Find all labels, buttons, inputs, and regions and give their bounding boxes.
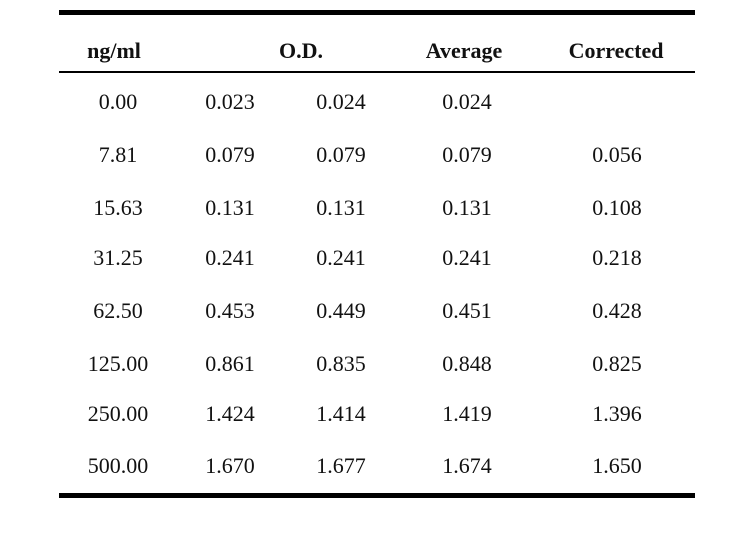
table-row: 500.00 1.670 1.677 1.674 1.650 [59, 451, 695, 481]
header-od: O.D. [279, 38, 323, 63]
cell-od1: 0.861 [205, 351, 255, 376]
data-table: ng/ml O.D. Average Corrected 0.00 0.023 … [59, 10, 695, 498]
cell-od2: 0.241 [316, 245, 366, 270]
cell-od2: 0.835 [316, 351, 366, 376]
table-row: 125.00 0.861 0.835 0.848 0.825 [59, 349, 695, 379]
cell-average: 1.674 [442, 453, 492, 478]
table-header-row: ng/ml O.D. Average Corrected [59, 15, 695, 71]
table-row: 0.00 0.023 0.024 0.024 [59, 87, 695, 117]
cell-corrected: 1.650 [592, 453, 642, 478]
table-row: 7.81 0.079 0.079 0.079 0.056 [59, 140, 695, 170]
cell-od1: 0.023 [205, 89, 255, 114]
cell-od1: 0.079 [205, 142, 255, 167]
cell-od1: 0.131 [205, 195, 255, 220]
table-top-rule [59, 10, 695, 15]
cell-average: 0.848 [442, 351, 492, 376]
cell-od1: 1.670 [205, 453, 255, 478]
cell-average: 0.079 [442, 142, 492, 167]
cell-average: 0.241 [442, 245, 492, 270]
cell-average: 0.451 [442, 298, 492, 323]
cell-conc: 15.63 [93, 195, 143, 220]
cell-average: 1.419 [442, 401, 492, 426]
cell-od2: 0.449 [316, 298, 366, 323]
cell-od1: 0.241 [205, 245, 255, 270]
cell-od2: 1.414 [316, 401, 366, 426]
cell-corrected: 0.825 [592, 351, 642, 376]
cell-od2: 0.024 [316, 89, 366, 114]
table-bottom-rule [59, 493, 695, 498]
cell-conc: 125.00 [87, 351, 149, 376]
table-header-rule [59, 71, 695, 73]
cell-od2: 1.677 [316, 453, 366, 478]
cell-conc: 0.00 [98, 89, 138, 114]
table-row: 62.50 0.453 0.449 0.451 0.428 [59, 296, 695, 326]
table-body: 0.00 0.023 0.024 0.024 7.81 0.079 0.079 … [59, 73, 695, 493]
cell-od1: 0.453 [205, 298, 255, 323]
cell-conc: 250.00 [87, 401, 149, 426]
cell-conc: 500.00 [87, 453, 149, 478]
table-row: 250.00 1.424 1.414 1.419 1.396 [59, 399, 695, 429]
cell-od1: 1.424 [205, 401, 255, 426]
cell-od2: 0.131 [316, 195, 366, 220]
cell-corrected: 0.218 [592, 245, 642, 270]
cell-od2: 0.079 [316, 142, 366, 167]
header-conc: ng/ml [87, 38, 141, 63]
cell-average: 0.024 [442, 89, 492, 114]
cell-corrected: 0.056 [592, 142, 642, 167]
cell-corrected: 0.108 [592, 195, 642, 220]
cell-conc: 31.25 [93, 245, 143, 270]
cell-conc: 7.81 [98, 142, 138, 167]
cell-corrected: 1.396 [592, 401, 642, 426]
table-row: 31.25 0.241 0.241 0.241 0.218 [59, 243, 695, 273]
header-corrected: Corrected [568, 38, 664, 63]
cell-corrected: 0.428 [592, 298, 642, 323]
cell-conc: 62.50 [93, 298, 143, 323]
table-row: 15.63 0.131 0.131 0.131 0.108 [59, 193, 695, 223]
header-average: Average [425, 38, 503, 63]
cell-average: 0.131 [442, 195, 492, 220]
